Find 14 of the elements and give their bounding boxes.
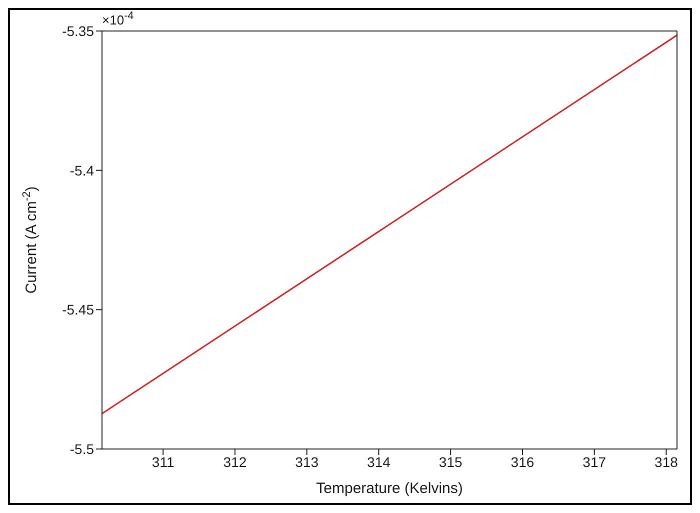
y-tick-label: -5.4 [70, 162, 94, 178]
y-tick-label: -5.5 [70, 440, 94, 457]
x-tick-label: 315 [438, 454, 462, 470]
text: ×10$^{-4}$ [102, 10, 134, 28]
x-tick-label: 314 [367, 454, 391, 470]
x-tick-label: 318 [654, 454, 678, 470]
x-axis-title: Temperature (Kelvins) [316, 480, 463, 497]
y-tick-label: -5.45 [62, 302, 94, 318]
y-tick-label: -5.35 [62, 22, 94, 39]
x-tick-label: 316 [510, 454, 534, 470]
x-tick-label: 313 [295, 454, 319, 470]
x-tick-label: 312 [223, 454, 247, 470]
x-tick-label: 317 [582, 454, 606, 470]
x-tick-label: 311 [152, 454, 174, 470]
